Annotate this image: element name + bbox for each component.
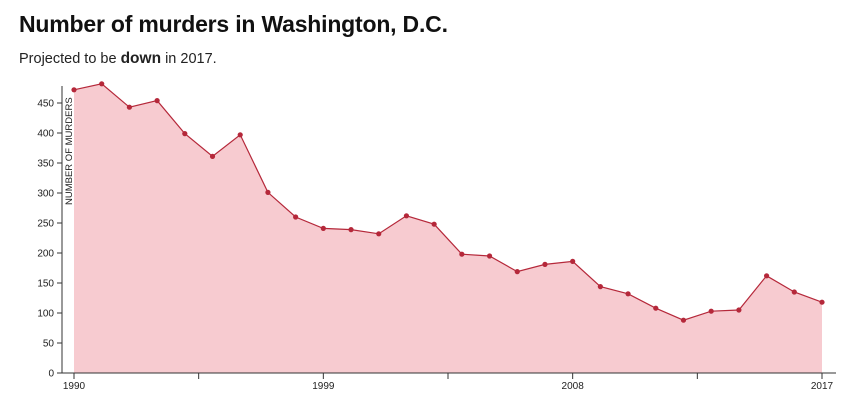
y-tick-label: 0 [48, 369, 54, 380]
y-tick-label: 200 [37, 249, 54, 260]
data-point [459, 251, 465, 257]
data-point [403, 213, 410, 219]
data-point [570, 258, 576, 264]
data-point [209, 153, 216, 159]
data-point [819, 299, 825, 305]
data-point [542, 261, 548, 267]
data-point [763, 273, 770, 279]
area-layer [73, 83, 823, 374]
data-point [237, 132, 243, 138]
data-point [736, 307, 742, 313]
chart-subtitle: Projected to be down in 2017. [19, 50, 217, 68]
subtitle-text-end: in 2017. [161, 51, 217, 67]
subtitle-text-start: Projected to be [19, 51, 121, 67]
series-line [73, 83, 823, 321]
x-tick-label: 1990 [63, 381, 86, 392]
y-tick-label: 400 [37, 129, 54, 140]
data-point [154, 98, 160, 104]
data-point [514, 269, 520, 275]
data-point [126, 104, 133, 110]
axis-layer: 0 50 100 150 200 250 300 350 400 450 1990 1999 2008 2… [37, 86, 836, 392]
data-point [486, 253, 493, 259]
data-point [265, 189, 271, 195]
data-point [71, 87, 77, 93]
y-tick-label: 300 [37, 189, 54, 200]
data-point [293, 214, 299, 220]
data-point [597, 284, 603, 290]
y-tick-label: 100 [37, 309, 54, 320]
data-point [376, 231, 382, 237]
data-point [680, 317, 687, 323]
x-tick-label: 1999 [312, 381, 335, 392]
y-tick-label: 250 [37, 219, 54, 230]
data-point [182, 131, 188, 137]
data-point [320, 225, 326, 231]
data-point [653, 305, 659, 311]
data-point [791, 289, 797, 295]
y-tick-label: 150 [37, 279, 54, 290]
y-tick-label: 50 [43, 339, 55, 350]
data-point [431, 221, 437, 227]
y-tick-label: 450 [37, 99, 54, 110]
data-point [625, 291, 631, 297]
points-layer [71, 81, 825, 323]
data-point [708, 308, 714, 314]
area-fill [74, 83, 822, 374]
data-point [99, 81, 105, 87]
y-axis-title: NUMBER OF MURDERS [64, 97, 75, 205]
data-point [348, 227, 354, 233]
chart-title: Number of murders in Washington, D.C. [19, 11, 448, 37]
x-tick-label: 2017 [811, 381, 834, 392]
subtitle-emphasis: down [120, 50, 162, 67]
y-tick-label: 350 [37, 159, 54, 170]
x-tick-label: 2008 [562, 381, 585, 392]
